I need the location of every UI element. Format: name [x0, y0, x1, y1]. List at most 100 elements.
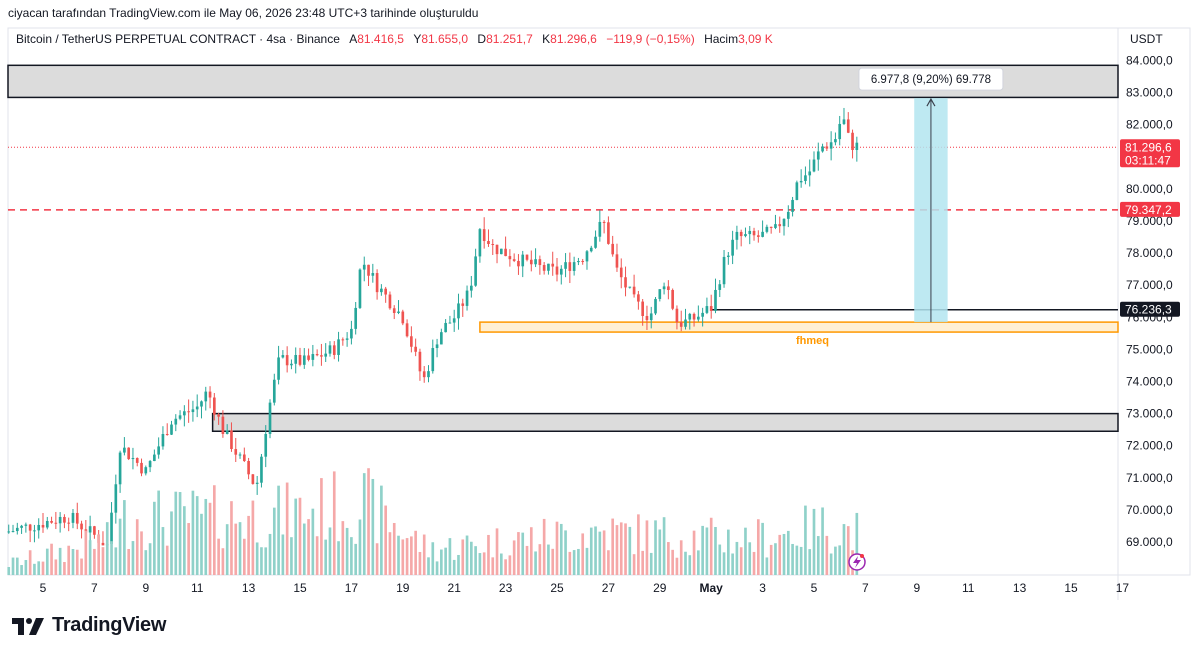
- volume-bar: [504, 559, 507, 575]
- volume-bar: [692, 530, 696, 575]
- volume-bar: [542, 518, 546, 575]
- candle-body: [350, 328, 353, 339]
- volume-bar: [452, 559, 456, 575]
- price-axis-badge-text: 79.347,2: [1125, 203, 1172, 217]
- candle-body: [268, 402, 272, 434]
- volume-bar: [491, 557, 495, 575]
- volume-bar: [782, 533, 786, 575]
- volume-bar: [521, 532, 525, 575]
- candle-body: [238, 454, 242, 456]
- volume-bar: [225, 524, 229, 575]
- candle-body: [619, 267, 623, 278]
- candle-body: [709, 306, 713, 311]
- volume-bar: [251, 500, 255, 575]
- volume-bar: [602, 530, 606, 575]
- candle-body: [478, 229, 482, 257]
- volume-bar: [585, 547, 589, 575]
- candle-body: [127, 447, 130, 460]
- candle-body: [204, 391, 208, 402]
- candle-body: [529, 259, 533, 265]
- volume-bar: [45, 548, 49, 575]
- volume-bar: [611, 518, 615, 575]
- time-tick-label: 15: [1064, 581, 1078, 595]
- candle-body: [157, 446, 160, 455]
- volume-bar: [410, 536, 413, 575]
- candle-body: [178, 415, 182, 419]
- time-tick-label: 25: [550, 581, 564, 595]
- candle-body: [692, 313, 696, 320]
- open-label: A: [349, 32, 358, 46]
- volume-bar: [470, 541, 473, 575]
- candle-body: [337, 339, 340, 355]
- volume-bar: [645, 520, 649, 575]
- volume-bar: [632, 554, 636, 575]
- time-tick-label: 27: [602, 581, 616, 595]
- volume-bar: [307, 519, 310, 575]
- volume-bar: [795, 545, 799, 575]
- currency-label[interactable]: USDT: [1130, 32, 1163, 46]
- volume-bar: [846, 526, 850, 575]
- volume-bar: [401, 539, 405, 575]
- open-value: 81.416,5: [357, 32, 404, 46]
- time-tick-label: 13: [242, 581, 256, 595]
- candle-body: [144, 467, 148, 474]
- volume-bar: [487, 534, 490, 575]
- candle-body: [735, 231, 739, 240]
- volume-bar: [20, 565, 23, 575]
- volume-bar: [93, 548, 96, 575]
- candle-body: [435, 344, 439, 349]
- volume-bar: [144, 550, 148, 575]
- candle-body: [499, 248, 503, 255]
- candle-body: [24, 524, 28, 526]
- candle-body: [315, 354, 319, 356]
- price-axis-badge: [1120, 301, 1180, 317]
- lightning-icon: [848, 553, 866, 571]
- volume-bar: [285, 482, 289, 575]
- time-tick-label: 11: [191, 581, 204, 595]
- time-tick-label: 23: [499, 581, 513, 595]
- tradingview-logo[interactable]: TradingView: [12, 614, 166, 637]
- high-label: Y: [413, 32, 422, 46]
- price-tick-label: 70.000,0: [1126, 503, 1173, 517]
- candle-body: [225, 430, 229, 434]
- fib-band: [479, 321, 1119, 333]
- support-zone: [211, 412, 1119, 433]
- volume-bar: [153, 501, 156, 575]
- price-chart[interactable]: fhmeq 6.977,8 (9,20%) 69.778 84.000,0 83.00…: [0, 0, 1200, 610]
- volume-bar: [114, 547, 118, 575]
- candle-body: [594, 236, 597, 248]
- volume-bar: [247, 515, 250, 575]
- candle-body: [517, 260, 520, 267]
- candle-body: [410, 336, 413, 347]
- candle-body: [602, 221, 606, 223]
- symbol-title[interactable]: Bitcoin / TetherUS PERPETUAL CONTRACT · …: [16, 32, 340, 46]
- candle-body: [255, 482, 259, 484]
- lightning-icon-bolt: [853, 556, 861, 568]
- candle-body: [470, 285, 473, 291]
- volume-bar: [230, 501, 233, 575]
- candle-body: [568, 262, 572, 271]
- price-axis-badge-sub: 03:11:47: [1125, 153, 1171, 167]
- candle-body: [161, 434, 165, 447]
- volume-bar: [332, 471, 336, 575]
- volume-bar: [709, 517, 713, 575]
- volume-bar: [495, 528, 499, 575]
- candle-body: [260, 456, 263, 483]
- volume-bar: [457, 554, 460, 575]
- candle-body: [281, 355, 285, 358]
- volume-bar: [461, 539, 465, 575]
- time-tick-label: 3: [759, 581, 766, 595]
- volume-bar: [405, 538, 409, 575]
- candle-body: [662, 286, 666, 290]
- candle-body: [272, 379, 276, 403]
- candle-body: [671, 289, 674, 309]
- volume-bar: [534, 551, 537, 575]
- candle-body: [727, 255, 730, 257]
- candle-body: [495, 244, 499, 255]
- volume-bar: [812, 508, 816, 575]
- candle-body: [761, 231, 764, 237]
- candle-body: [251, 474, 255, 484]
- candle-body: [88, 526, 92, 533]
- volume-bar: [448, 538, 452, 575]
- candle-body: [525, 254, 529, 260]
